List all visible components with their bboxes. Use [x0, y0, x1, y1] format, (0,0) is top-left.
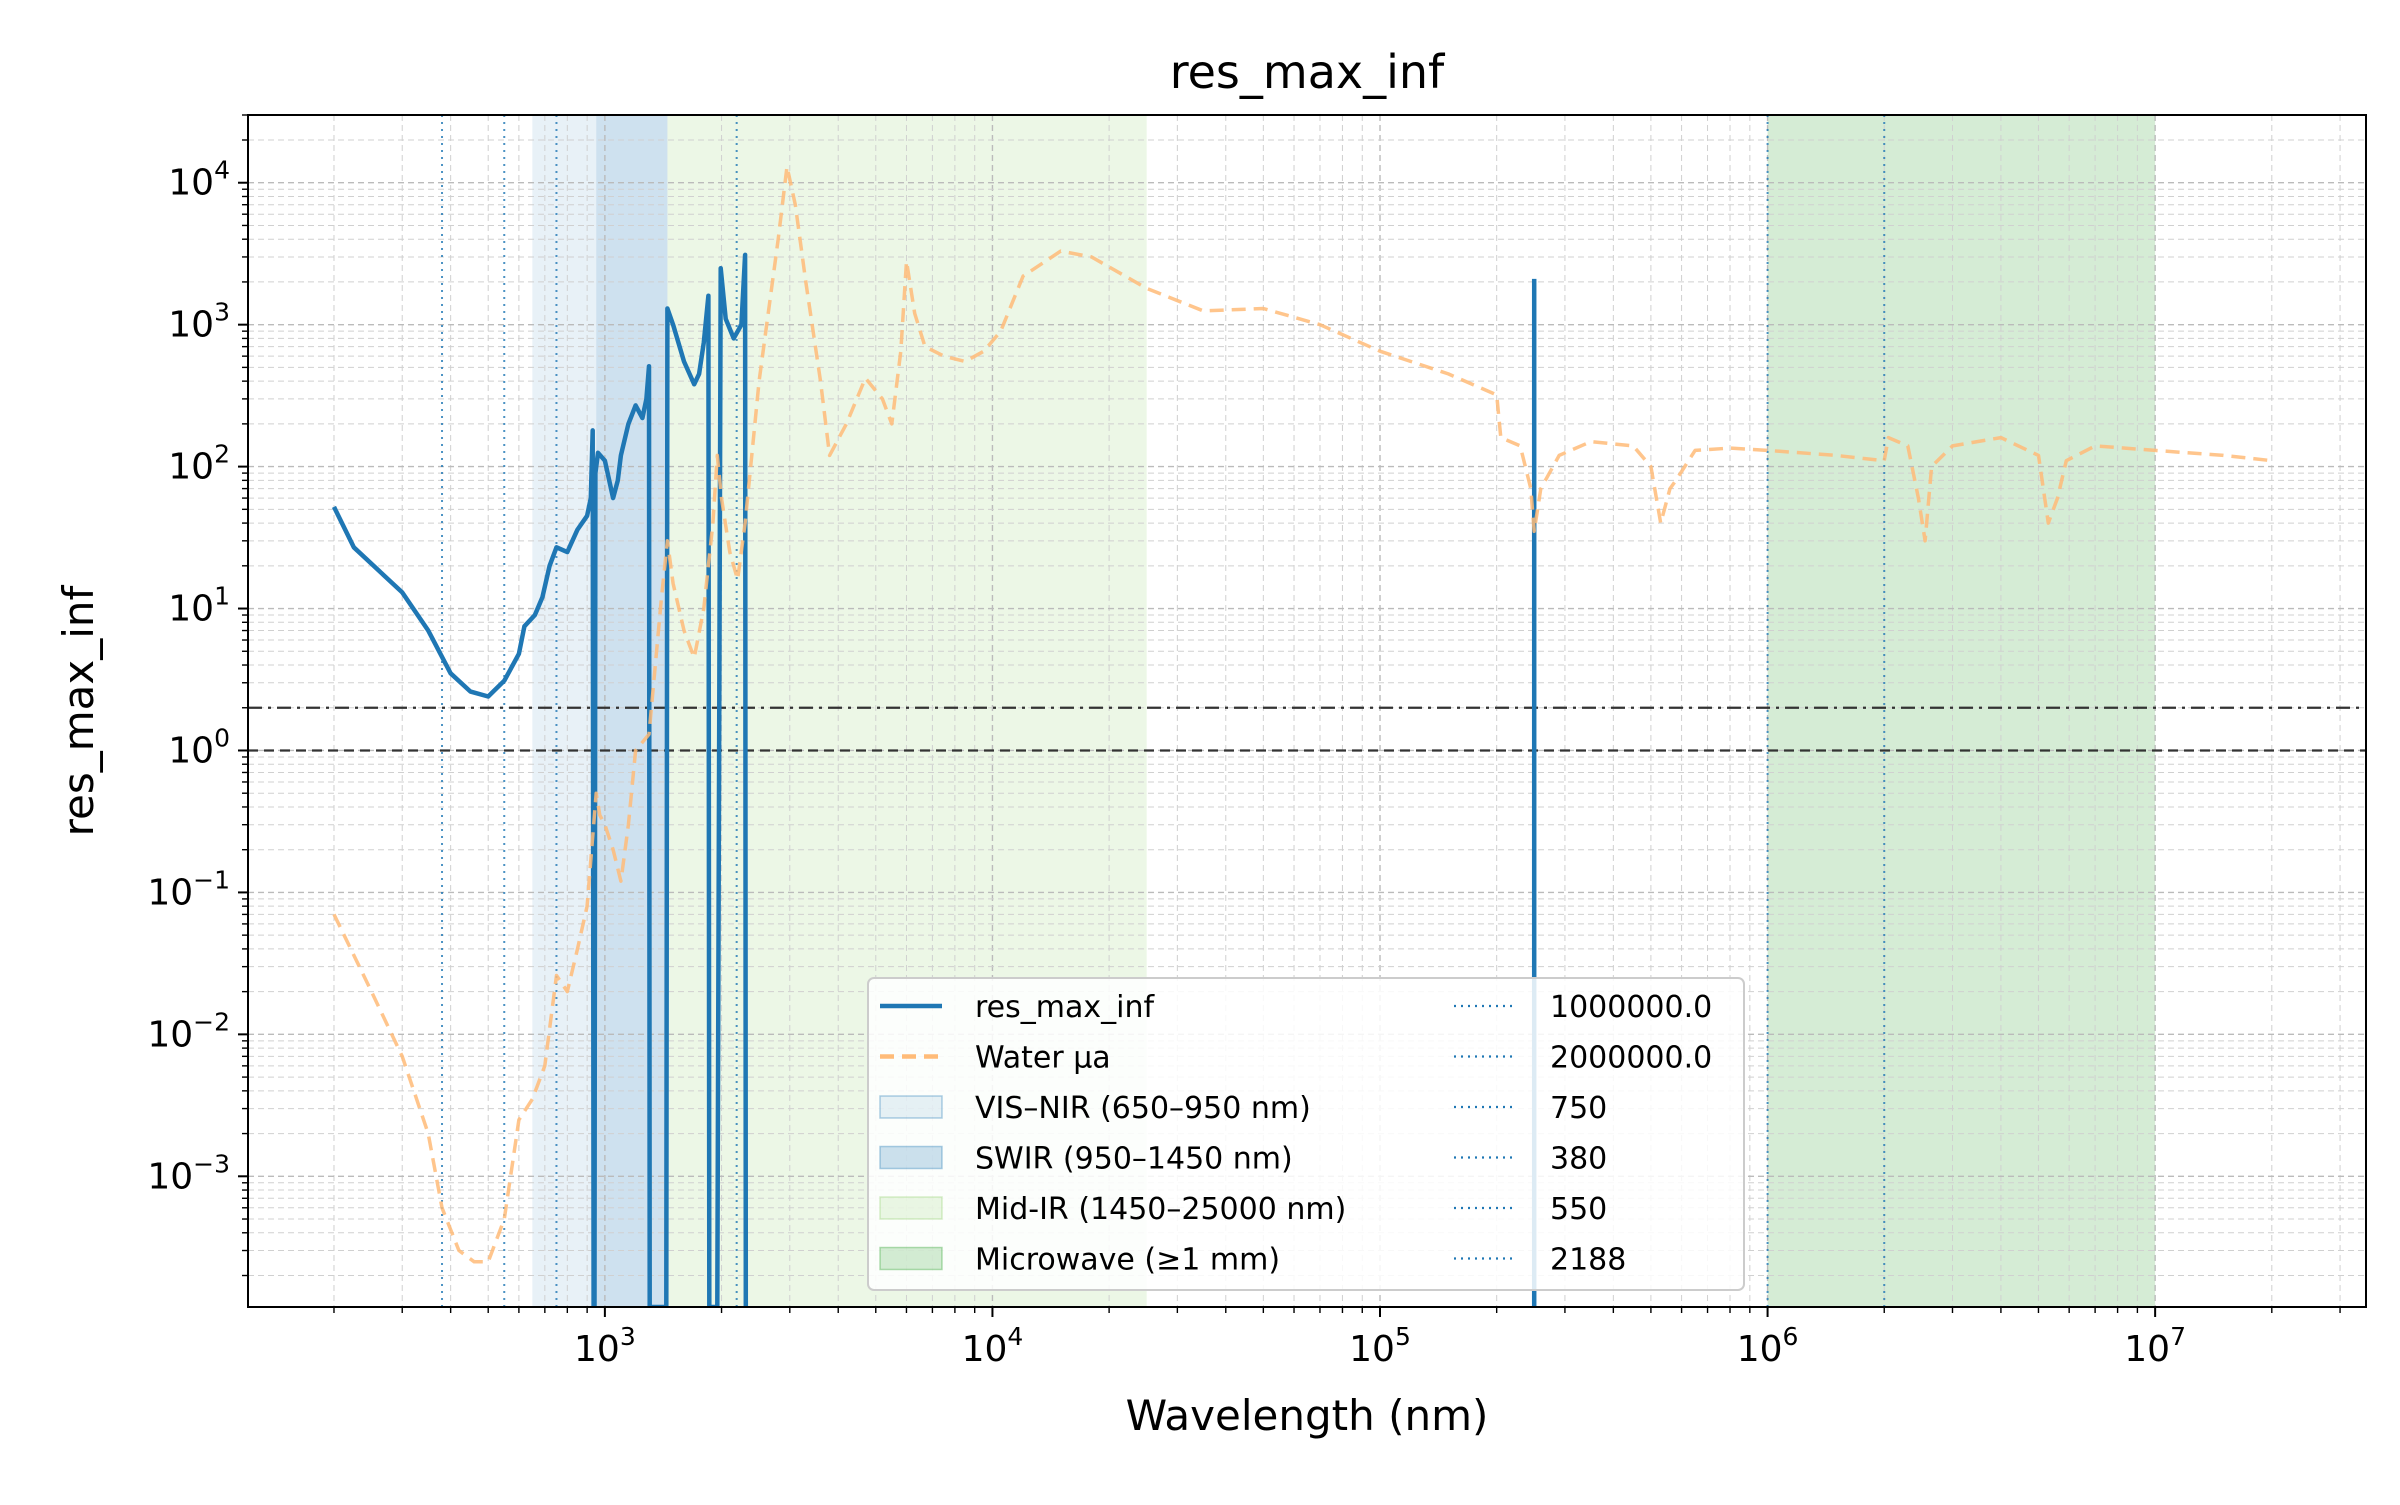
legend-label-right-1: 2000000.0	[1550, 1041, 1712, 1076]
legend-swatch-left-4	[879, 1196, 943, 1220]
x-tick-label: 104	[962, 1322, 1024, 1370]
x-axis-label: Wavelength (nm)	[1126, 1391, 1489, 1440]
legend-label-left-3: SWIR (950–1450 nm)	[975, 1142, 1293, 1177]
y-tick-label: 103	[168, 298, 230, 346]
y-tick-label: 10−1	[147, 865, 230, 913]
ticks-layer	[238, 114, 2341, 1317]
x-tick-label: 105	[1349, 1322, 1411, 1370]
reference-vlines-layer	[441, 115, 1886, 1307]
legend-label-right-5: 2188	[1550, 1243, 1626, 1278]
legend-label-right-0: 1000000.0	[1550, 990, 1712, 1025]
series-line-Water μa	[332, 164, 2272, 1264]
x-tick-label: 103	[574, 1322, 636, 1370]
legend-label-left-4: Mid-IR (1450–25000 nm)	[975, 1192, 1346, 1227]
y-tick-label: 100	[168, 723, 230, 771]
legend-label-right-3: 380	[1550, 1142, 1607, 1177]
legend-swatch-left-2	[879, 1095, 943, 1119]
band-1	[596, 115, 668, 1307]
legend-swatch-left-3	[879, 1145, 943, 1170]
legend-label-right-4: 550	[1550, 1192, 1607, 1227]
legend-label-right-2: 750	[1550, 1091, 1607, 1126]
tick-labels-layer: 103 104 105 106 107 10−3 10−2 10−1 100 101 102 103 1…	[147, 156, 2186, 1370]
y-tick-label: 102	[168, 440, 230, 488]
y-tick-label: 104	[168, 156, 230, 204]
y-tick-label: 10−3	[147, 1149, 230, 1197]
legend-label-left-2: VIS–NIR (650–950 nm)	[975, 1091, 1311, 1126]
reference-hlines-layer	[248, 706, 2366, 752]
chart-title: res_max_inf	[1170, 45, 1446, 99]
legend: res_max_inf Water μa VIS–NIR (650–950 nm) S…	[867, 977, 1745, 1291]
x-tick-label: 107	[2124, 1322, 2186, 1370]
band-3	[1767, 115, 2156, 1307]
legend-box	[867, 977, 1745, 1291]
series-line-res_max_inf	[331, 252, 749, 1307]
plot-frame	[247, 114, 2367, 1308]
y-tick-label: 101	[168, 582, 230, 630]
legend-label-left-0: res_max_inf	[975, 990, 1155, 1025]
y-axis-label: res_max_inf	[54, 584, 103, 836]
legend-label-left-5: Microwave (≥1 mm)	[975, 1243, 1280, 1278]
x-tick-label: 106	[1737, 1322, 1799, 1370]
grid-layer	[248, 115, 2366, 1307]
legend-swatch-left-5	[879, 1246, 943, 1271]
legend-label-left-1: Water μa	[975, 1041, 1111, 1076]
y-tick-label: 10−2	[147, 1007, 230, 1055]
